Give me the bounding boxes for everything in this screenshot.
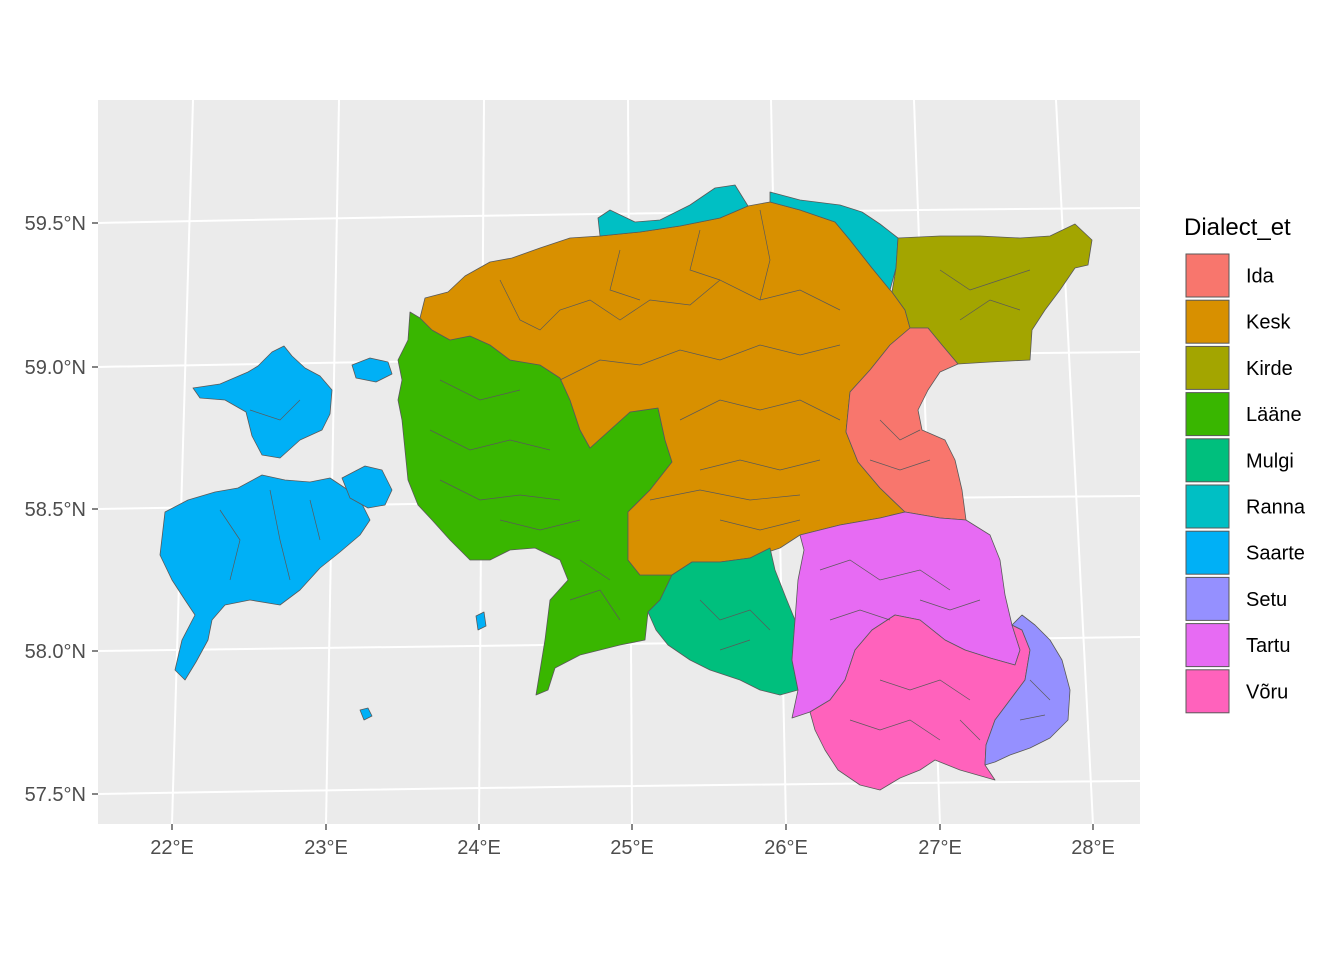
legend-key-kesk [1185,299,1230,344]
legend-key-tartu [1185,623,1230,668]
legend-key-setu [1185,576,1230,621]
legend-label: Võru [1246,681,1288,703]
legend-key-ida [1185,253,1230,298]
region-ranna-east [769,191,899,291]
x-tick-label: 26°E [764,837,808,859]
legend-label: Setu [1246,589,1287,611]
y-tick-label: 58.0°N [25,641,86,663]
legend-key-lääne [1185,392,1230,437]
parish-boundaries [219,209,1051,741]
y-axis: 59.5°N 59.0°N 58.5°N 58.0°N 57.5°N [25,213,98,806]
legend-key-mulgi [1185,438,1230,483]
y-tick-label: 57.5°N [25,784,86,806]
legend-key-ranna [1185,484,1230,529]
legend-key-võru [1185,669,1230,714]
x-tick-label: 23°E [304,837,348,859]
y-tick-label: 58.5°N [25,499,86,521]
legend: Dialect_et Ida Kesk Kirde Lääne Mulgi Ranna Sa… [1184,214,1306,714]
regions [159,184,1093,791]
region-kirde [891,223,1093,365]
legend-label: Mulgi [1246,450,1294,472]
region-saarte-kihnu [475,611,487,631]
legend-key-saarte [1185,530,1230,575]
region-ida [845,327,967,521]
legend-label: Saarte [1246,543,1305,565]
region-saarte-ruhnu [359,707,373,721]
y-tick-label: 59.5°N [25,213,86,235]
y-tick-label: 59.0°N [25,357,86,379]
legend-label: Lääne [1246,404,1302,426]
legend-label: Kirde [1246,358,1293,380]
x-tick-label: 25°E [610,837,654,859]
region-saarte-hiiumaa [192,345,333,459]
region-mulgi [647,547,799,696]
x-tick-label: 24°E [457,837,501,859]
legend-label: Ranna [1246,497,1306,519]
region-saarte-saaremaa [159,474,371,681]
region-ranna-west [597,184,749,237]
region-saarte-muhu [341,465,393,509]
legend-title: Dialect_et [1184,214,1291,241]
legend-items: Ida Kesk Kirde Lääne Mulgi Ranna Saarte Setu Tar… [1185,253,1306,714]
legend-label: Ida [1246,266,1275,288]
region-setu [984,614,1071,766]
region-saarte-vormsi [351,357,393,383]
legend-label: Kesk [1246,312,1291,334]
legend-key-kirde [1185,345,1230,390]
x-axis: 22°E 23°E 24°E 25°E 26°E 27°E 28°E [150,824,1115,859]
legend-label: Tartu [1246,635,1290,657]
x-tick-label: 22°E [150,837,194,859]
x-tick-label: 28°E [1071,837,1115,859]
x-tick-label: 27°E [918,837,962,859]
